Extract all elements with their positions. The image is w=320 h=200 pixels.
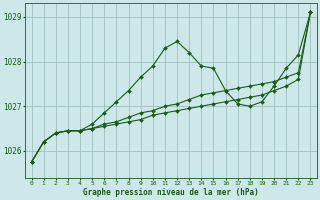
X-axis label: Graphe pression niveau de la mer (hPa): Graphe pression niveau de la mer (hPa)	[83, 188, 259, 197]
